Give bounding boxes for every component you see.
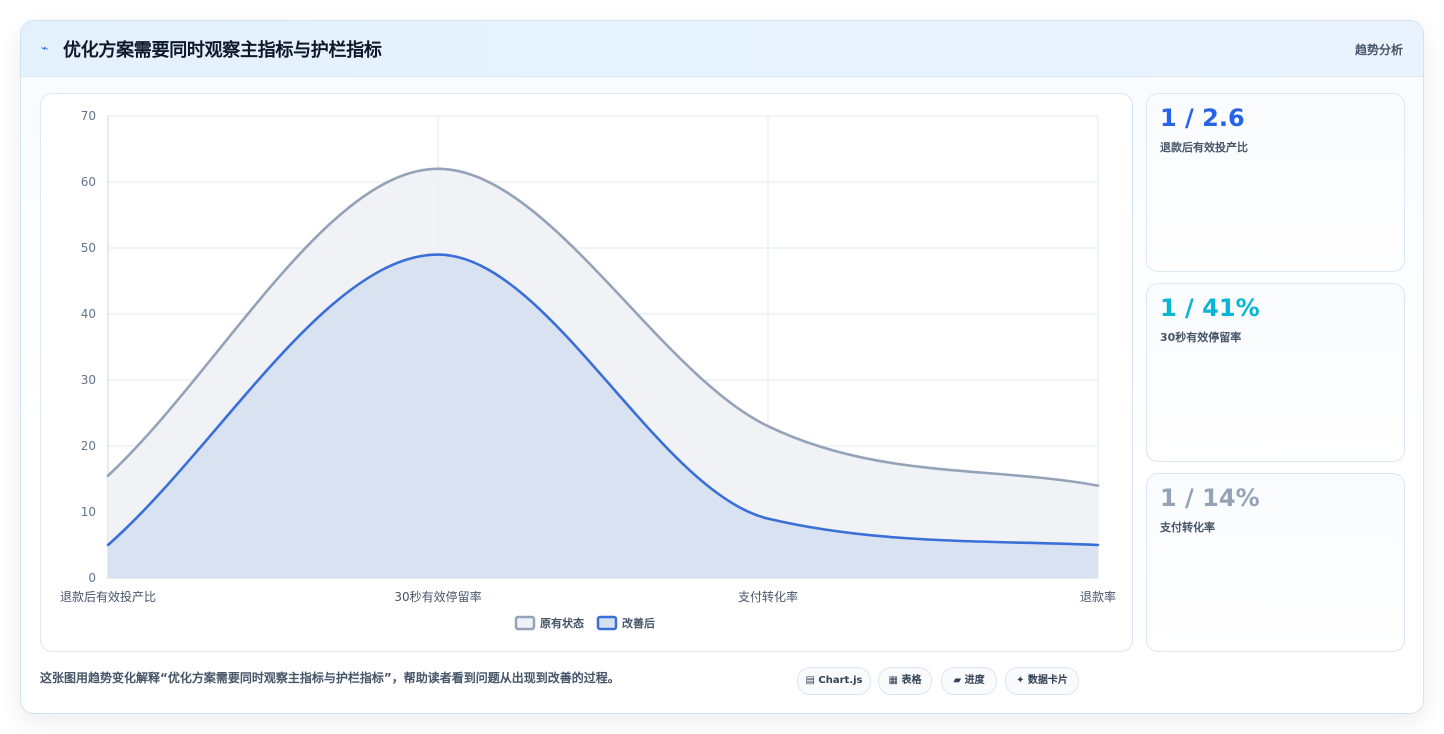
y-tick-label: 0 [88,571,96,585]
x-tick-label: 退款后有效投产比 [60,589,156,604]
kpi-label: 30秒有效停留率 [1160,331,1242,344]
legend-swatch [596,615,618,631]
kpi-card-dwell-rate: 1 / 41% 30秒有效停留率 [1146,283,1405,462]
y-tick-label: 10 [81,505,96,519]
chart-card: ⌁ 优化方案需要同时观察主指标与护栏指标 趋势分析 0 10 20 30 40 50 60 7… [20,20,1424,714]
series-area-1 [108,254,1098,578]
legend-label: 原有状态 [540,616,584,630]
y-tick-label: 20 [81,439,96,453]
y-tick-label: 40 [81,307,96,321]
y-tick-label: 30 [81,373,96,387]
kpi-value: 1 / 14% [1160,484,1260,512]
card-header: ⌁ 优化方案需要同时观察主指标与护栏指标 趋势分析 [21,21,1423,77]
legend-label: 改善后 [622,616,655,630]
y-tick-label: 70 [81,109,96,123]
x-tick-label: 支付转化率 [738,589,798,604]
kpi-card-roi: 1 / 2.6 退款后有效投产比 [1146,93,1405,272]
kpi-value: 1 / 2.6 [1160,104,1245,132]
series-line-1 [106,253,1100,547]
x-tick-label: 30秒有效停留率 [394,589,481,604]
progress-tag-button[interactable]: ▰ 进度 [941,667,997,695]
trend-analysis-label: 趋势分析 [1354,43,1403,57]
x-tick-label: 退款率 [1080,589,1116,604]
kpi-label: 支付转化率 [1160,521,1215,534]
data-card-tag-button[interactable]: ✦ 数据卡片 [1005,667,1079,695]
chartjs-tag-button[interactable]: ▤ Chart.js [797,667,871,695]
legend-swatch [514,615,536,631]
table-tag-button[interactable]: ▦ 表格 [878,667,932,695]
y-tick-label: 60 [81,175,96,189]
page-title: 优化方案需要同时观察主指标与护栏指标 [63,40,382,61]
chart-caption: 这张图用趋势变化解释“优化方案需要同时观察主指标与护栏指标”，帮助读者看到问题从… [40,671,620,685]
kpi-card-conversion-rate: 1 / 14% 支付转化率 [1146,473,1405,652]
series-line-0 [106,167,1100,487]
kpi-label: 退款后有效投产比 [1160,141,1248,154]
kpi-value: 1 / 41% [1160,294,1260,322]
area-chart: 0 10 20 30 40 50 60 70 退款后有效投产比 30秒有效停留率 支付转化率 退款率原… [60,109,1116,631]
trend-line-icon: ⌁ [41,41,49,55]
chart-panel: 0 10 20 30 40 50 60 70 退款后有效投产比 30秒有效停留率 支付转化率 退款率原… [40,93,1133,652]
y-tick-label: 50 [81,241,96,255]
